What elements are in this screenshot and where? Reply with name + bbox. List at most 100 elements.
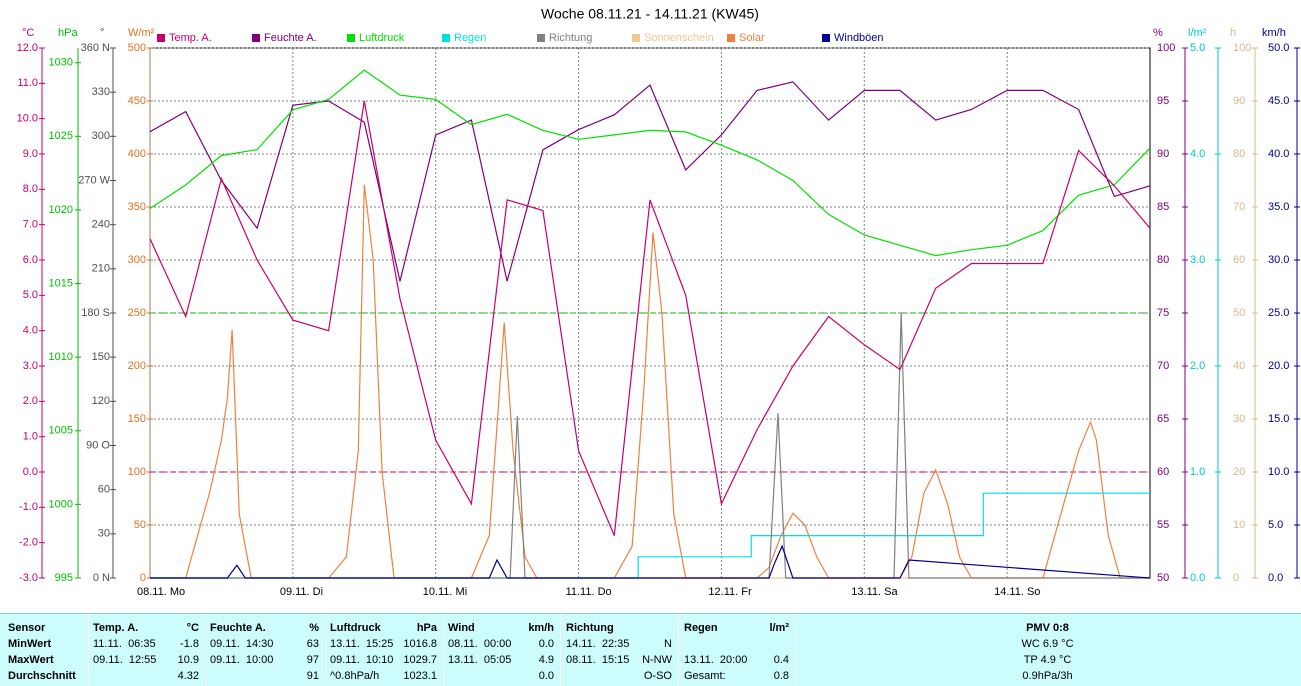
column-separator <box>795 614 796 686</box>
cell-value: 10.9 <box>177 654 199 666</box>
y-tick-label: 20 <box>1233 466 1245 478</box>
y-tick-label: 0 N <box>93 572 110 584</box>
y-tick-label: 240 <box>92 219 110 231</box>
y-tick-label: 3.0 <box>1190 254 1205 266</box>
series-line <box>149 100 1151 536</box>
y-tick-label: 15.0 <box>1268 413 1289 425</box>
column-header: Wind <box>448 622 475 634</box>
axis-unit: ° <box>100 27 104 39</box>
y-tick-label: 7.0 <box>23 219 38 231</box>
x-tick-label: 10.11. Mi <box>423 586 467 598</box>
y-tick-label: 1020 <box>49 204 73 216</box>
cell-value: 0.0 <box>538 638 554 650</box>
y-tick-label: -1.0 <box>19 501 38 513</box>
cell-value: -1.8 <box>180 638 199 650</box>
y-tick-label: 450 <box>128 95 146 107</box>
y-tick-label: 1.0 <box>23 431 38 443</box>
y-tick-label: 55 <box>1157 519 1169 531</box>
y-tick-label: 5.0 <box>1268 519 1283 531</box>
cell-time: 09.11. 10:10 <box>330 654 394 666</box>
cell-time: WC 6.9 °C <box>1021 638 1074 650</box>
y-tick-label: 60 <box>98 484 110 496</box>
column-header: Luftdruck <box>330 622 381 634</box>
y-tick-label: 0 <box>140 572 146 584</box>
axis-unit: h <box>1230 27 1236 39</box>
y-tick-label: 90 <box>1157 148 1169 160</box>
axis-unit: W/m² <box>128 27 155 39</box>
cell-value: 91 <box>306 670 319 682</box>
cell-time: 08.11. 15:15 <box>566 654 630 666</box>
series-line <box>149 69 1151 257</box>
column-header: PMV 0:8 <box>1026 622 1069 634</box>
x-tick-label: 08.11. Mo <box>137 586 185 598</box>
y-tick-label: 6.0 <box>23 254 38 266</box>
y-tick-label: 1000 <box>49 498 73 510</box>
axis-unit: °C <box>22 27 34 39</box>
y-tick-label: 400 <box>128 148 146 160</box>
x-tick-label: 13.11. Sa <box>851 586 898 598</box>
y-tick-label: 3.0 <box>23 360 38 372</box>
y-tick-label: 270 W <box>78 174 110 186</box>
column-header: km/h <box>528 622 554 634</box>
y-tick-label: 30.0 <box>1268 254 1289 266</box>
cell-time: TP 4.9 °C <box>1023 654 1072 666</box>
row-label: MaxWert <box>8 654 54 666</box>
legend-label: Richtung <box>549 32 592 44</box>
y-tick-label: 45.0 <box>1268 95 1289 107</box>
legend-label: Regen <box>454 32 486 44</box>
y-tick-label: 1015 <box>49 277 73 289</box>
y-tick-label: 995 <box>55 572 73 584</box>
column-separator <box>325 614 326 686</box>
y-tick-label: 30 <box>1233 413 1245 425</box>
legend-label: Feuchte A. <box>264 32 317 44</box>
cell-time: 0.9hPa/3h <box>1022 670 1073 682</box>
cell-time: 08.11. 00:00 <box>448 638 512 650</box>
y-tick-label: 70 <box>1233 201 1245 213</box>
cell-value: 4.9 <box>538 654 554 666</box>
legend-label: Luftdruck <box>359 32 405 44</box>
column-header: Temp. A. <box>93 622 139 634</box>
axis-unit: % <box>1153 27 1163 39</box>
legend-swatch <box>157 34 165 42</box>
cell-value: 4.32 <box>177 670 199 682</box>
legend-label: Solar <box>739 32 765 44</box>
y-tick-label: 300 <box>92 130 110 142</box>
cell-value: O-SO <box>643 670 672 682</box>
y-tick-label: 100 <box>128 466 146 478</box>
cell-time: 13.11. 20:00 <box>684 654 748 666</box>
y-tick-label: 60 <box>1233 254 1245 266</box>
summary-table: Sensor MinWert MaxWert Durchschnitt Temp. A.… <box>0 613 1301 686</box>
y-tick-label: 5.0 <box>23 289 38 301</box>
cell-value: 97 <box>306 654 319 666</box>
legend-label: Temp. A. <box>169 32 212 44</box>
cell-time: 11.11. 06:35 <box>93 638 156 650</box>
row-label: MinWert <box>8 638 52 650</box>
legend-swatch <box>252 34 260 42</box>
y-tick-label: 1.0 <box>1190 466 1205 478</box>
y-tick-label: 120 <box>92 395 110 407</box>
x-tick-label: 14.11. So <box>994 586 1040 598</box>
y-tick-label: 0 <box>1233 572 1239 584</box>
y-tick-label: 500 <box>128 42 146 54</box>
cell-value: N-NW <box>642 654 672 666</box>
y-tick-label: 2.0 <box>23 395 38 407</box>
y-tick-label: 9.0 <box>23 148 38 160</box>
x-tick-label: 11.11. Do <box>566 586 612 598</box>
chart-title: Woche 08.11.21 - 14.11.21 (KW45) <box>541 6 759 22</box>
chart: Woche 08.11.21 - 14.11.21 (KW45) °C -3.0 -… <box>17 6 1300 598</box>
axis-unit: hPa <box>58 27 78 39</box>
y-tick-label: 100 <box>1233 42 1251 54</box>
legend-swatch <box>347 34 355 42</box>
y-tick-label: 210 <box>92 263 110 275</box>
y-tick-label: 50.0 <box>1268 42 1289 54</box>
y-tick-label: 85 <box>1157 201 1169 213</box>
y-tick-label: 200 <box>128 360 146 372</box>
y-tick-label: 11.0 <box>17 77 38 89</box>
y-tick-label: 1030 <box>49 57 73 69</box>
cell-time: 14.11. 22:35 <box>566 638 630 650</box>
y-tick-label: 1025 <box>49 130 73 142</box>
cell-time: 09.11. 10:00 <box>210 654 274 666</box>
legend-swatch <box>727 34 735 42</box>
y-tick-label: 30 <box>98 528 110 540</box>
